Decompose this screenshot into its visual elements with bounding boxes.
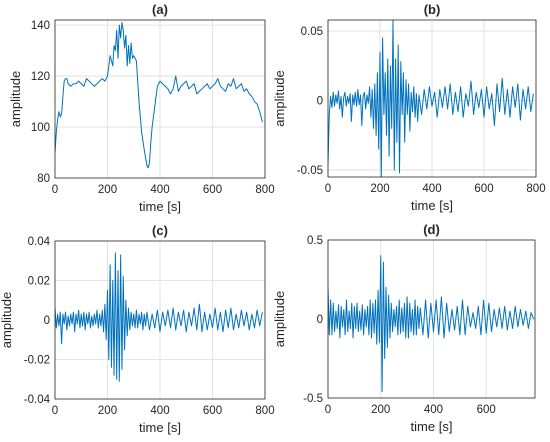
series-line <box>55 22 263 169</box>
x-tick-label: 200 <box>98 184 117 196</box>
x-tick-label: 400 <box>150 405 169 417</box>
chart-d: 0 200 400 600-0.500.5(d)time [s]amplitude <box>272 222 536 434</box>
chart-a: 0 200 400 600 800 80 100 120 140 (a) time [s] ampli… <box>8 2 275 214</box>
y-tick-label: -0.5 <box>303 393 323 405</box>
series-line <box>328 255 535 393</box>
x-axis-label: time [s] <box>411 198 453 213</box>
y-tick-label: 80 <box>37 173 50 185</box>
x-tick-label: 200 <box>371 404 390 416</box>
series-line <box>55 252 263 382</box>
x-tick-label: 200 <box>370 183 389 195</box>
x-tick-label: 400 <box>422 183 441 195</box>
y-tick-label: 0 <box>317 96 323 108</box>
y-tick-label: 0.05 <box>301 26 323 38</box>
y-tick-label: 0.04 <box>28 236 51 248</box>
y-tick-label: 0.02 <box>28 276 50 288</box>
x-tick-label: 200 <box>98 405 117 417</box>
chart-c: 0 200 400 600 800 -0.04 -0.02 0 0.02 0.04 (c) time … <box>0 223 275 435</box>
series-line <box>328 20 534 177</box>
chart-title: (b) <box>424 2 441 17</box>
x-tick-label: 800 <box>255 405 274 417</box>
y-tick-label: 0 <box>317 314 323 326</box>
x-tick-label: 600 <box>477 404 496 416</box>
x-axis-label: time [s] <box>411 419 453 434</box>
x-tick-label: 800 <box>255 184 274 196</box>
y-tick-label: 140 <box>31 20 50 32</box>
x-tick-label: 400 <box>150 184 169 196</box>
x-tick-label: 400 <box>424 404 443 416</box>
x-tick-label: 600 <box>203 184 222 196</box>
x-axis-label: time [s] <box>139 420 181 435</box>
chart-title: (a) <box>152 2 168 17</box>
plot-frame <box>327 19 537 178</box>
y-axis-label: amplitude <box>272 70 287 126</box>
plot-frame <box>54 240 266 400</box>
y-tick-label: 120 <box>31 71 50 83</box>
x-tick-label: 0 <box>325 404 331 416</box>
y-tick-label: -0.02 <box>24 355 50 367</box>
chart-title: (d) <box>423 222 440 237</box>
x-tick-label: 600 <box>203 405 222 417</box>
y-axis-label: amplitude <box>272 291 287 347</box>
chart-title: (c) <box>152 223 168 238</box>
plot-frame <box>327 239 536 399</box>
y-tick-label: 0.5 <box>307 235 323 247</box>
x-tick-label: 0 <box>325 183 331 195</box>
y-axis-label: amplitude <box>0 292 14 348</box>
y-tick-label: -0.05 <box>297 165 323 177</box>
y-tick-label: 0 <box>44 315 50 327</box>
plot-frame <box>54 19 266 179</box>
y-axis-label: amplitude <box>8 71 23 127</box>
x-tick-label: 0 <box>52 184 58 196</box>
x-axis-label: time [s] <box>139 199 181 214</box>
y-tick-label: -0.04 <box>24 394 51 406</box>
x-tick-label: 600 <box>474 183 493 195</box>
y-tick-label: 100 <box>31 122 50 134</box>
x-tick-label: 800 <box>526 183 545 195</box>
x-tick-label: 0 <box>52 405 58 417</box>
